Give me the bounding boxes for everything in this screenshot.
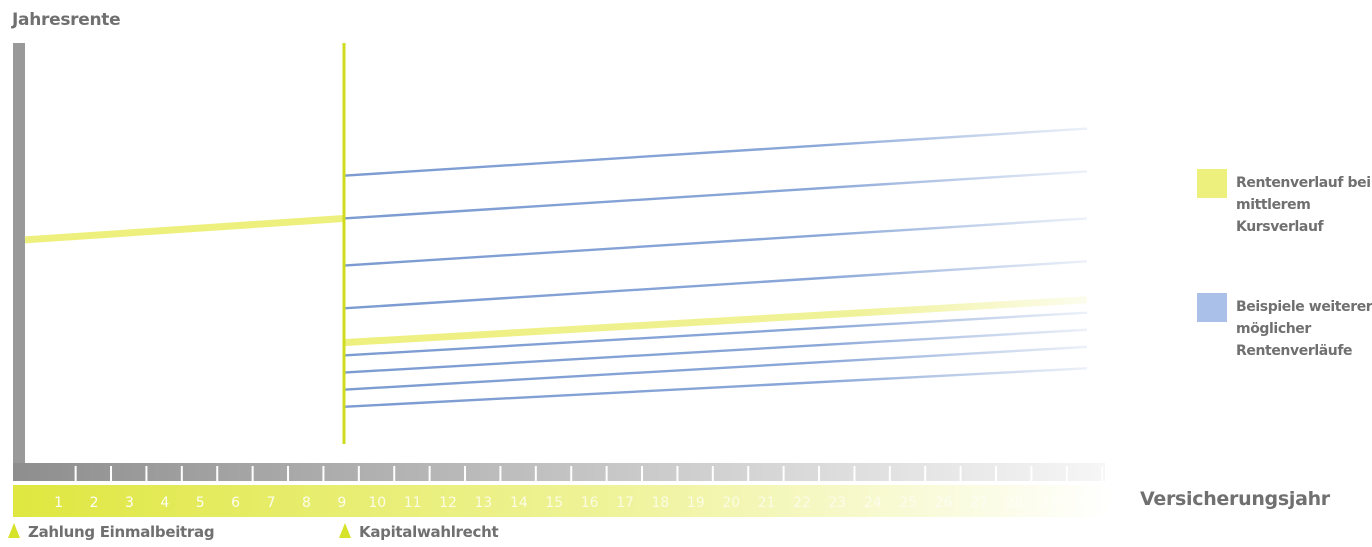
x-axis-ruler-ticks [74, 466, 1104, 481]
x-tick-label: 5 [196, 495, 205, 511]
x-tick-label: 12 [439, 495, 457, 511]
series-layer [24, 127, 1088, 408]
x-tick-label: 29 [1041, 495, 1059, 511]
marker-initial-payment: Zahlung Einmalbeitrag [8, 523, 215, 541]
x-tick-label: 2 [90, 495, 99, 511]
triangle-marker-icon [339, 523, 351, 538]
x-tick-label: 8 [302, 495, 311, 511]
x-tick-label: 18 [652, 495, 670, 511]
x-tick-labels: 1 2 3 4 5 6 7 8 9 10 11 12 13 14 15 16 17 18 19 20 21 22 23 24 2… [54, 495, 1094, 511]
series-example-line [343, 127, 1088, 177]
x-tick-label: 9 [337, 495, 346, 511]
x-tick-label: 21 [758, 495, 776, 511]
x-tick-label: 24 [864, 495, 882, 511]
series-example-line [343, 260, 1088, 310]
legend-label: Beispiele weiterer möglicher Rentenverlä… [1236, 299, 1372, 359]
year-band [13, 485, 1112, 517]
marker-label: Kapitalwahlrecht [359, 523, 499, 541]
x-tick-label: 1 [54, 495, 63, 511]
x-tick-label: 6 [231, 495, 240, 511]
legend-swatch [1197, 169, 1227, 198]
x-tick-label: 3 [125, 495, 134, 511]
x-tick-label: 17 [616, 495, 634, 511]
x-tick-label: 26 [935, 495, 953, 511]
legend-label: Rentenverlauf bei mittlerem Kursverlauf [1236, 175, 1371, 235]
series-median-line [343, 296, 1088, 347]
x-tick-label: 30 [1076, 495, 1094, 511]
series-example-line [343, 367, 1088, 408]
y-axis-bar [13, 43, 25, 471]
marker-capital-option: Kapitalwahlrecht [339, 523, 499, 541]
series-example-line [343, 217, 1088, 267]
x-tick-label: 7 [267, 495, 276, 511]
x-tick-label: 19 [687, 495, 705, 511]
x-tick-label: 14 [510, 495, 528, 511]
triangle-marker-icon [8, 523, 20, 538]
x-tick-label: 28 [1006, 495, 1024, 511]
series-median-line [24, 214, 344, 244]
series-example-line [343, 170, 1088, 220]
x-axis-label: Versicherungsjahr [1140, 488, 1330, 510]
x-tick-label: 16 [581, 495, 599, 511]
x-tick-label: 25 [899, 495, 917, 511]
series-example-line [343, 311, 1088, 357]
legend-swatch [1197, 293, 1227, 322]
marker-label: Zahlung Einmalbeitrag [28, 523, 215, 541]
x-tick-label: 10 [368, 495, 386, 511]
y-axis-label: Jahresrente [12, 10, 121, 30]
x-tick-label: 27 [970, 495, 988, 511]
x-tick-label: 4 [160, 495, 169, 511]
x-axis-ruler [13, 463, 1105, 481]
x-tick-label: 13 [475, 495, 493, 511]
series-example-line [343, 328, 1088, 374]
x-tick-label: 20 [722, 495, 740, 511]
x-tick-label: 22 [793, 495, 811, 511]
x-tick-label: 23 [829, 495, 847, 511]
x-tick-label: 11 [404, 495, 422, 511]
series-example-line [343, 345, 1088, 391]
x-tick-label: 15 [545, 495, 563, 511]
